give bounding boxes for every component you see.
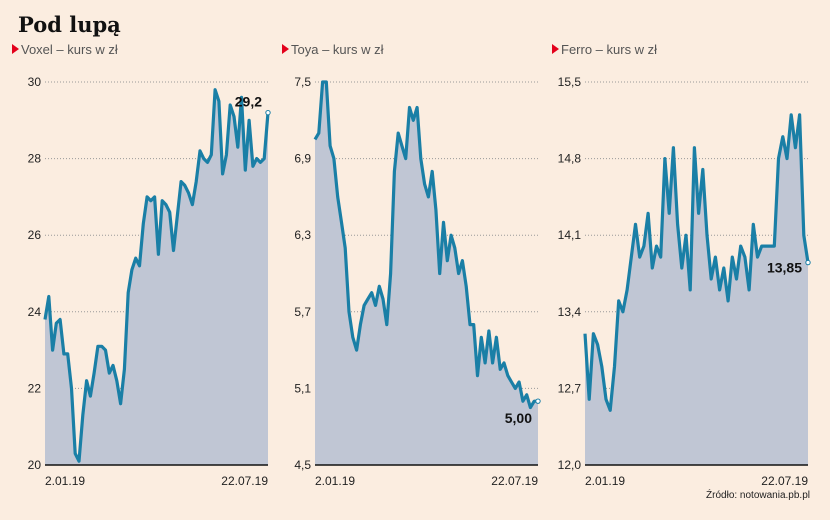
y-tick-label: 4,5 [294,458,311,472]
x-tick-label: 2.01.19 [45,474,85,488]
y-tick-label: 26 [28,228,42,242]
y-tick-label: 5,1 [294,381,311,395]
y-tick-label: 30 [28,75,42,89]
last-point-marker [265,109,271,116]
last-point-marker [805,259,811,266]
x-tick-label: 22.07.19 [491,474,538,488]
area-fill [315,82,538,465]
series-line [43,88,270,463]
y-tick-label: 7,5 [294,75,311,89]
y-tick-label: 14,1 [558,228,582,242]
y-tick-label: 6,9 [294,152,311,166]
last-value-label: 29,2 [235,94,262,110]
y-tick-label: 6,3 [294,228,311,242]
x-tick-label: 2.01.19 [315,474,355,488]
y-tick-label: 12,0 [558,458,582,472]
y-tick-label: 24 [28,305,42,319]
series-line [313,80,538,410]
triangle-marker-icon [12,44,19,54]
y-tick-label: 15,5 [558,75,582,89]
y-tick-label: 13,4 [558,305,582,319]
area-fill [585,114,808,466]
chart-subtitle-voxel: Voxel – kurs w zł [12,42,118,57]
source-note: Źródło: notowania.pb.pl [706,490,810,501]
chart-1: 4,5 5,1 5,7 6,3 6,9 7,5 2.01.19 22.07.19 5,00 [294,75,541,488]
x-tick-label: 22.07.19 [221,474,268,488]
y-tick-label: 12,7 [558,381,582,395]
chart-subtitle-ferro: Ferro – kurs w zł [552,42,657,57]
triangle-marker-icon [552,44,559,54]
y-tick-label: 14,8 [558,152,582,166]
page-title: Pod lupą [18,12,121,37]
chart-0: 20 22 24 26 28 30 2.01.19 22.07.19 29,2 [28,75,271,488]
y-tick-label: 5,7 [294,305,311,319]
last-point-marker [535,398,541,404]
x-tick-label: 22.07.19 [761,474,808,488]
series-line [583,113,810,412]
last-value-label: 13,85 [767,260,802,276]
y-tick-label: 28 [28,152,42,166]
x-tick-label: 2.01.19 [585,474,625,488]
area-fill [45,89,268,465]
chart-subtitle-toya: Toya – kurs w zł [282,42,383,57]
triangle-marker-icon [282,44,289,54]
last-value-label: 5,00 [505,410,532,426]
chart-2: 12,0 12,7 13,4 14,1 14,8 15,5 2.01.19 22.07.19 1… [558,75,811,488]
y-tick-label: 22 [28,381,42,395]
y-tick-label: 20 [28,458,42,472]
